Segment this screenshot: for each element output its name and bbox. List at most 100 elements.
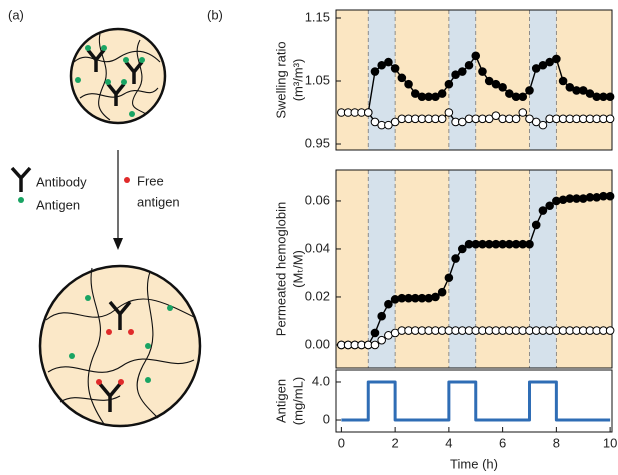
- y-tick-label: 0.04: [305, 240, 330, 255]
- chain: [87, 267, 105, 425]
- data-point: [444, 273, 454, 283]
- data-point: [444, 108, 454, 117]
- gel-circle: [38, 264, 202, 428]
- shaded-interval: [448, 10, 476, 150]
- antigen-icon: [18, 197, 24, 203]
- chain: [136, 271, 159, 419]
- x-tick-label: 10: [603, 435, 617, 450]
- panel-label: (b): [207, 7, 223, 22]
- chain: [59, 395, 121, 403]
- plot-frame: [335, 9, 613, 151]
- data-point: [444, 79, 454, 89]
- x-axis-label: Time (h): [450, 456, 498, 471]
- arrow-head: [113, 238, 123, 250]
- data-point: [525, 86, 534, 95]
- y-axis-label: (mg/mL): [290, 377, 305, 425]
- schematic-legend: Antibody Antigen Free antigen: [10, 150, 180, 250]
- antigen-dot: [139, 57, 145, 63]
- data-point: [498, 83, 507, 92]
- shaded-interval: [448, 170, 476, 368]
- data-point: [370, 340, 380, 350]
- data-point: [478, 67, 487, 76]
- antibody-icon: [10, 166, 32, 192]
- antibody: [86, 48, 106, 72]
- y-axis-label: Swelling ratio: [273, 41, 288, 118]
- data-point: [431, 292, 440, 302]
- legend-label: Antibody: [36, 174, 87, 189]
- data-point: [458, 67, 467, 76]
- data-point: [437, 114, 447, 124]
- antigen-dots: [69, 295, 173, 383]
- antigen-dot: [75, 77, 81, 83]
- data-point: [377, 311, 386, 321]
- plot-frame: [335, 369, 613, 433]
- y-axis-label: Permeated hemoglobin: [273, 202, 288, 336]
- data-point: [605, 326, 615, 335]
- data-point: [397, 73, 407, 83]
- y-tick-label: 0: [323, 411, 330, 426]
- data-point: [377, 335, 386, 345]
- chain: [79, 87, 159, 99]
- y-tick-label: 1.05: [305, 72, 330, 87]
- antigen-dot: [105, 79, 111, 85]
- data-point: [363, 108, 373, 117]
- data-point: [464, 60, 474, 70]
- y-tick-label: 0.95: [305, 135, 330, 150]
- antigen-dot: [85, 45, 91, 51]
- charts: 0.95 1.05 1.15 Swelling ratio (m³/m³) 0.00 0.0…: [273, 9, 617, 471]
- data-point: [370, 67, 380, 76]
- data-point: [525, 239, 534, 249]
- free-antigen-dot: [118, 379, 124, 385]
- data-point: [558, 76, 568, 86]
- data-point: [531, 220, 541, 230]
- x-tick-label: 2: [392, 435, 399, 450]
- data-point: [458, 244, 467, 254]
- data-point: [518, 92, 528, 102]
- antigen-dot: [145, 377, 151, 383]
- chain: [98, 33, 111, 121]
- data-point: [538, 120, 548, 130]
- antibody: [106, 82, 126, 106]
- data-point: [518, 108, 528, 117]
- data-point: [538, 206, 548, 215]
- data-point: [471, 51, 481, 61]
- polymer-chains: [73, 33, 161, 121]
- schematic-bottom: [38, 264, 202, 428]
- free-antigen-dot: [96, 379, 102, 385]
- free-antigen-icon: [124, 177, 130, 183]
- antigen-dot: [69, 353, 75, 359]
- gel-circle: [69, 27, 167, 125]
- y-tick-label: 1.15: [305, 9, 330, 24]
- free-antigen-dot: [106, 329, 112, 335]
- panel-label: (a): [8, 7, 24, 22]
- data-point: [370, 328, 380, 338]
- schematic-top: [69, 27, 167, 125]
- data-point: [437, 287, 447, 297]
- data-point: [437, 89, 447, 98]
- antigen-dot: [167, 305, 173, 311]
- y-axis-label: (m³/m³): [290, 59, 305, 102]
- chain: [47, 358, 195, 373]
- chain: [132, 39, 147, 115]
- legend-label: antigen: [137, 194, 180, 209]
- y-tick-label: 0.00: [305, 336, 330, 351]
- y-axis-label: Antigen: [273, 379, 288, 423]
- data-point: [545, 201, 554, 211]
- plot-background: [336, 370, 612, 432]
- x-tick-label: 8: [553, 435, 560, 450]
- data-point: [384, 57, 393, 67]
- antibody: [124, 60, 144, 84]
- antibody-icons: [98, 300, 132, 412]
- y-axis-label: (Mₜ/M): [290, 250, 305, 288]
- legend-label: Antigen: [36, 197, 80, 212]
- data-point: [605, 114, 615, 124]
- x-tick-label: 0: [338, 435, 345, 450]
- data-point: [552, 54, 561, 64]
- antigen-dot: [145, 343, 151, 349]
- antibody: [108, 300, 132, 330]
- antigen-dot: [101, 45, 107, 51]
- plot-frame: [335, 169, 613, 369]
- data-point: [404, 79, 413, 89]
- data-point: [390, 64, 400, 73]
